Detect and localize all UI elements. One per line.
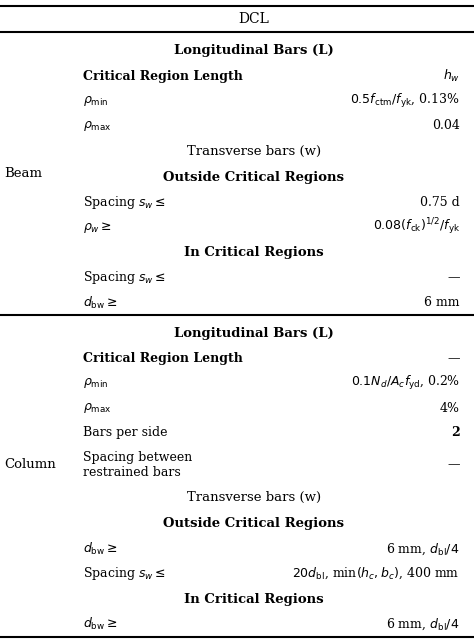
Text: $0.1N_d/A_c f_{\mathrm{yd}}$, 0.2%: $0.1N_d/A_c f_{\mathrm{yd}}$, 0.2%: [351, 374, 460, 392]
Text: 4%: 4%: [440, 402, 460, 415]
Text: Longitudinal Bars (L): Longitudinal Bars (L): [173, 327, 334, 340]
Text: $d_{\mathrm{bw}} \geq$: $d_{\mathrm{bw}} \geq$: [83, 616, 118, 632]
Text: Spacing between: Spacing between: [83, 451, 192, 463]
Text: 6 mm: 6 mm: [424, 296, 460, 309]
Text: —: —: [447, 271, 460, 284]
Text: Critical Region Length: Critical Region Length: [83, 352, 243, 365]
Text: Critical Region Length: Critical Region Length: [83, 70, 243, 83]
Text: —: —: [447, 352, 460, 365]
Text: $d_{\mathrm{bw}} \geq$: $d_{\mathrm{bw}} \geq$: [83, 294, 118, 311]
Text: $\rho_{\mathrm{min}}$: $\rho_{\mathrm{min}}$: [83, 94, 109, 108]
Text: 0.75 d: 0.75 d: [420, 196, 460, 209]
Text: 2: 2: [451, 426, 460, 440]
Text: 0.04: 0.04: [432, 119, 460, 132]
Text: Spacing $s_w \leq$: Spacing $s_w \leq$: [83, 565, 165, 582]
Text: $d_{\mathrm{bw}} \geq$: $d_{\mathrm{bw}} \geq$: [83, 541, 118, 557]
Text: $h_w$: $h_w$: [443, 68, 460, 84]
Text: Beam: Beam: [4, 167, 42, 180]
Text: $\rho_{\mathrm{max}}$: $\rho_{\mathrm{max}}$: [83, 118, 112, 132]
Text: $0.08(f_{\mathrm{ck}})^{1/2}/f_{\mathrm{yk}}$: $0.08(f_{\mathrm{ck}})^{1/2}/f_{\mathrm{…: [373, 217, 460, 237]
Text: $0.5f_{\mathrm{ctm}}/f_{\mathrm{yk}}$, 0.13%: $0.5f_{\mathrm{ctm}}/f_{\mathrm{yk}}$, 0…: [350, 92, 460, 110]
Text: $\rho_w \geq$: $\rho_w \geq$: [83, 220, 112, 235]
Text: 6 mm, $d_{\mathrm{bl}}/4$: 6 mm, $d_{\mathrm{bl}}/4$: [386, 541, 460, 557]
Text: Transverse bars (w): Transverse bars (w): [187, 491, 320, 504]
Text: Transverse bars (w): Transverse bars (w): [187, 145, 320, 157]
Text: In Critical Regions: In Critical Regions: [184, 246, 323, 259]
Text: 6 mm, $d_{\mathrm{bl}}/4$: 6 mm, $d_{\mathrm{bl}}/4$: [386, 617, 460, 632]
Text: —: —: [447, 458, 460, 472]
Text: $\rho_{\mathrm{max}}$: $\rho_{\mathrm{max}}$: [83, 401, 112, 415]
Text: Outside Critical Regions: Outside Critical Regions: [163, 170, 344, 184]
Text: $20d_{\mathrm{bl}}$, min$(h_c, b_c)$, 400 mm: $20d_{\mathrm{bl}}$, min$(h_c, b_c)$, 40…: [292, 566, 460, 581]
Text: restrained bars: restrained bars: [83, 466, 181, 479]
Text: DCL: DCL: [238, 12, 269, 26]
Text: Bars per side: Bars per side: [83, 426, 167, 440]
Text: Longitudinal Bars (L): Longitudinal Bars (L): [173, 44, 334, 57]
Text: Outside Critical Regions: Outside Critical Regions: [163, 517, 344, 530]
Text: Spacing $s_w \leq$: Spacing $s_w \leq$: [83, 194, 165, 211]
Text: Spacing $s_w \leq$: Spacing $s_w \leq$: [83, 269, 165, 287]
Text: In Critical Regions: In Critical Regions: [184, 593, 323, 605]
Text: Column: Column: [4, 458, 55, 472]
Text: $\rho_{\mathrm{min}}$: $\rho_{\mathrm{min}}$: [83, 376, 109, 390]
